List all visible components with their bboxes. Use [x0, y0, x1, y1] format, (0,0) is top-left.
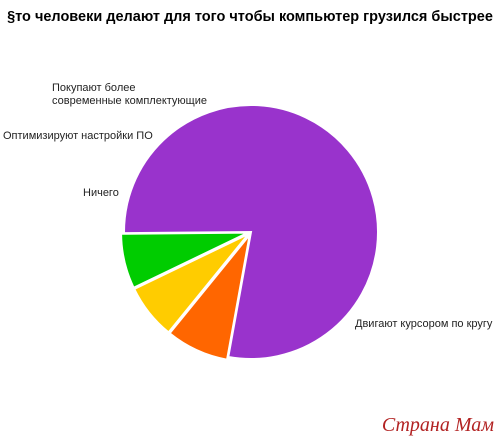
- slice-label: Двигают курсором по кругу: [355, 318, 493, 330]
- slice-label: Оптимизируют настройки ПО: [3, 130, 153, 142]
- chart-title: §то человеки делают для того чтобы компь…: [7, 9, 493, 25]
- slice-label: Ничего: [83, 187, 119, 199]
- pie-slice: [168, 234, 251, 361]
- slice-label: Покупают более современные комплектующие: [52, 82, 207, 107]
- pie-slice: [132, 232, 250, 334]
- watermark-logo: Страна Мам: [381, 414, 494, 436]
- pie-slice: [120, 231, 249, 290]
- pie-slice: [123, 104, 379, 360]
